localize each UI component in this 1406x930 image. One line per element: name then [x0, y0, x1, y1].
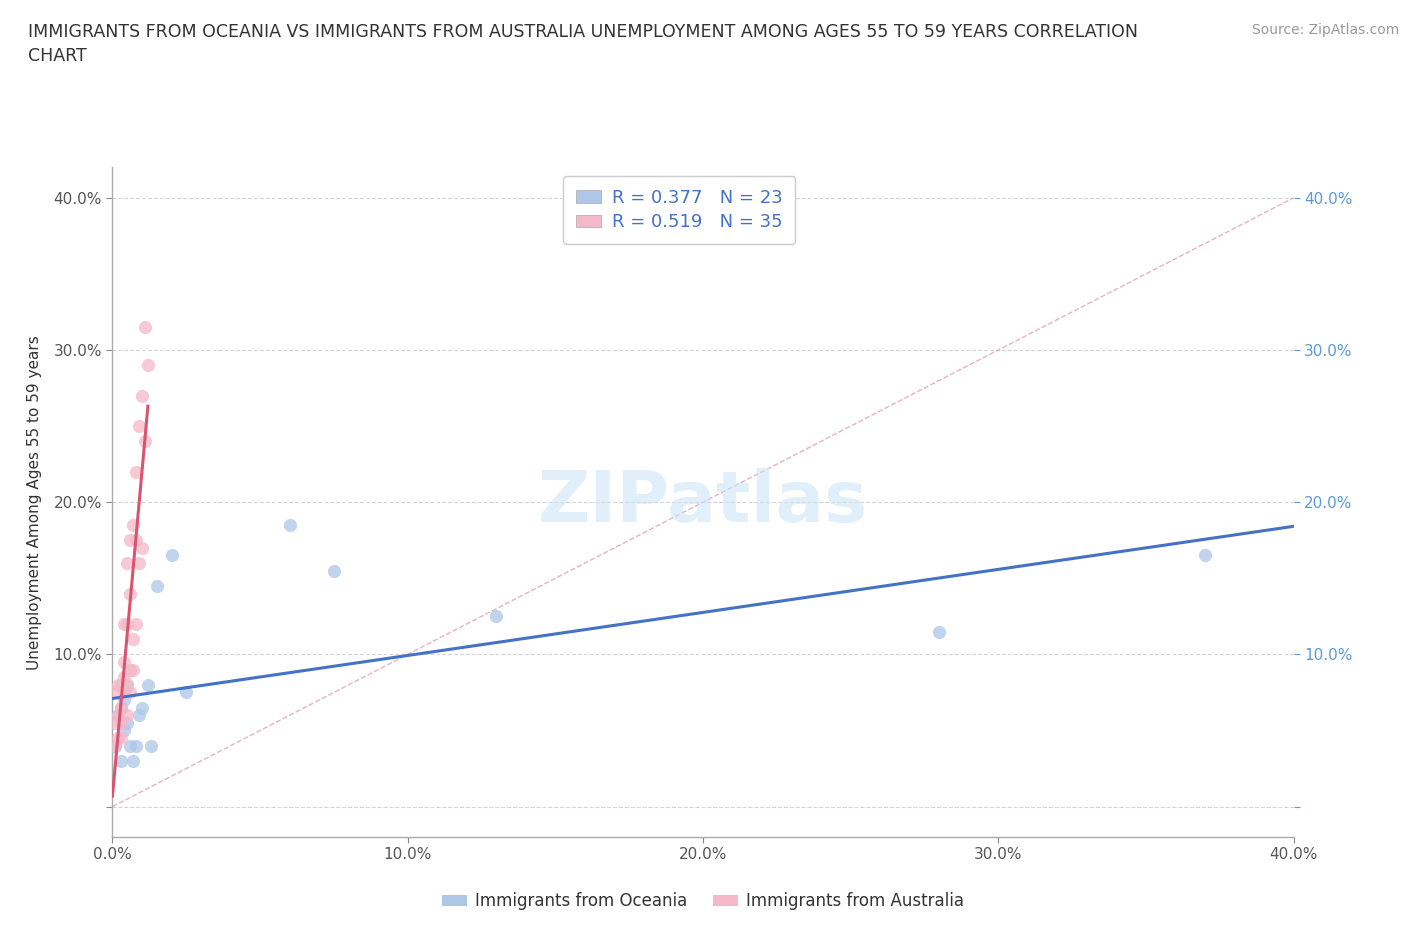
Point: [125, 617, 148, 631]
Point: [125, 533, 148, 548]
Point: [120, 685, 142, 700]
Point: [131, 388, 153, 403]
Point: [128, 708, 150, 723]
Point: [117, 677, 138, 692]
Text: Source: ZipAtlas.com: Source: ZipAtlas.com: [1251, 23, 1399, 37]
Legend: Immigrants from Oceania, Immigrants from Australia: Immigrants from Oceania, Immigrants from…: [436, 885, 970, 917]
Point: [110, 700, 132, 715]
Point: [120, 738, 142, 753]
Text: ZIPatlas: ZIPatlas: [538, 468, 868, 537]
Point: [104, 685, 127, 700]
Point: [122, 662, 145, 677]
Point: [136, 677, 159, 692]
Point: [107, 731, 129, 746]
Point: [110, 731, 132, 746]
Point: [120, 662, 142, 677]
Point: [110, 753, 132, 768]
Point: [107, 708, 129, 723]
Point: [323, 564, 346, 578]
Point: [112, 617, 135, 631]
Point: [122, 631, 145, 646]
Point: [117, 708, 138, 723]
Point: [112, 693, 135, 708]
Point: [1194, 548, 1216, 563]
Point: [112, 723, 135, 737]
Point: [122, 518, 145, 533]
Point: [104, 738, 127, 753]
Point: [278, 518, 301, 533]
Y-axis label: Unemployment Among Ages 55 to 59 years: Unemployment Among Ages 55 to 59 years: [28, 335, 42, 670]
Point: [104, 715, 127, 730]
Point: [174, 685, 197, 700]
Point: [146, 578, 169, 593]
Point: [122, 753, 145, 768]
Point: [112, 655, 135, 670]
Point: [112, 670, 135, 684]
Point: [485, 609, 508, 624]
Point: [117, 555, 138, 570]
Point: [110, 715, 132, 730]
Point: [928, 624, 950, 639]
Point: [117, 617, 138, 631]
Legend: R = 0.377   N = 23, R = 0.519   N = 35: R = 0.377 N = 23, R = 0.519 N = 35: [564, 177, 796, 244]
Point: [128, 555, 150, 570]
Text: IMMIGRANTS FROM OCEANIA VS IMMIGRANTS FROM AUSTRALIA UNEMPLOYMENT AMONG AGES 55 : IMMIGRANTS FROM OCEANIA VS IMMIGRANTS FR…: [28, 23, 1137, 65]
Point: [125, 464, 148, 479]
Point: [134, 320, 156, 335]
Point: [131, 540, 153, 555]
Point: [110, 700, 132, 715]
Point: [120, 533, 142, 548]
Point: [125, 738, 148, 753]
Point: [104, 738, 127, 753]
Point: [107, 708, 129, 723]
Point: [160, 548, 183, 563]
Point: [139, 738, 162, 753]
Point: [107, 677, 129, 692]
Point: [136, 358, 159, 373]
Point: [128, 418, 150, 433]
Point: [112, 685, 135, 700]
Point: [134, 434, 156, 449]
Point: [110, 677, 132, 692]
Point: [117, 715, 138, 730]
Point: [120, 586, 142, 601]
Point: [117, 677, 138, 692]
Point: [131, 700, 153, 715]
